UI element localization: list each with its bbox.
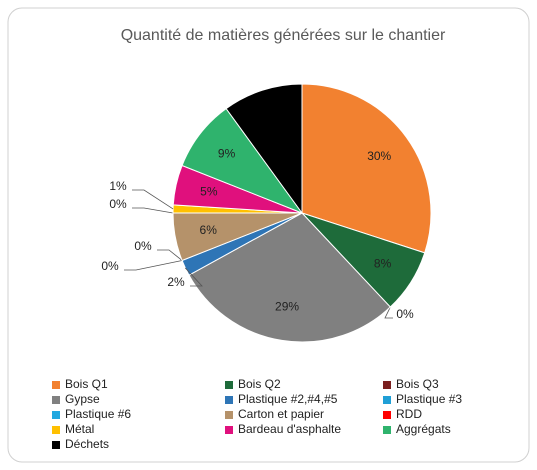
leader-line <box>132 189 174 210</box>
legend-label: Carton et papier <box>238 407 324 421</box>
data-label: 0% <box>134 239 152 253</box>
legend-label: Plastique #6 <box>65 407 131 421</box>
data-label: 6% <box>200 223 218 237</box>
legend-swatch <box>225 411 233 419</box>
pie-slice <box>301 83 432 254</box>
pie-slice <box>225 83 303 215</box>
data-label: 0% <box>109 197 127 211</box>
data-label: 5% <box>200 184 218 198</box>
leader-line <box>384 306 393 319</box>
legend-label: Plastique #2,#4,#5 <box>238 392 338 406</box>
legend-swatch <box>52 426 60 434</box>
data-label: 29% <box>275 299 299 313</box>
legend-swatch <box>225 396 233 404</box>
chart-title: Quantité de matières générées sur le cha… <box>121 27 446 44</box>
legend-label: RDD <box>396 407 422 421</box>
legend-swatch <box>383 411 391 419</box>
data-label: 0% <box>101 259 119 273</box>
legend-label: Bois Q2 <box>238 377 281 391</box>
legend-label: Déchets <box>65 437 109 451</box>
data-label: 1% <box>109 179 127 193</box>
pie-slice <box>188 212 392 343</box>
legend-swatch <box>52 441 60 449</box>
legend-label: Plastique #3 <box>396 392 462 406</box>
legend-swatch <box>225 426 233 434</box>
leader-line <box>184 267 203 287</box>
legend-label: Bardeau d'asphalte <box>238 422 341 436</box>
legend-label: Métal <box>65 422 94 436</box>
legend-label: Aggrégats <box>396 422 451 436</box>
data-label: 2% <box>167 275 185 289</box>
legend-label: Bois Q1 <box>65 377 108 391</box>
data-label: 9% <box>218 147 236 161</box>
legend-swatch <box>383 381 391 389</box>
legend-swatch <box>383 396 391 404</box>
legend-swatch <box>225 381 233 389</box>
legend-swatch <box>52 381 60 389</box>
leader-line <box>124 260 183 271</box>
leader-line <box>132 207 174 214</box>
legend-swatch <box>52 396 60 404</box>
legend-swatch <box>52 411 60 419</box>
legend-label: Bois Q3 <box>396 377 439 391</box>
data-label: 0% <box>396 307 414 321</box>
data-label: 30% <box>367 149 391 163</box>
legend-label: Gypse <box>65 392 100 406</box>
legend-swatch <box>383 426 391 434</box>
leader-line <box>157 249 183 261</box>
data-label: 8% <box>374 256 392 270</box>
